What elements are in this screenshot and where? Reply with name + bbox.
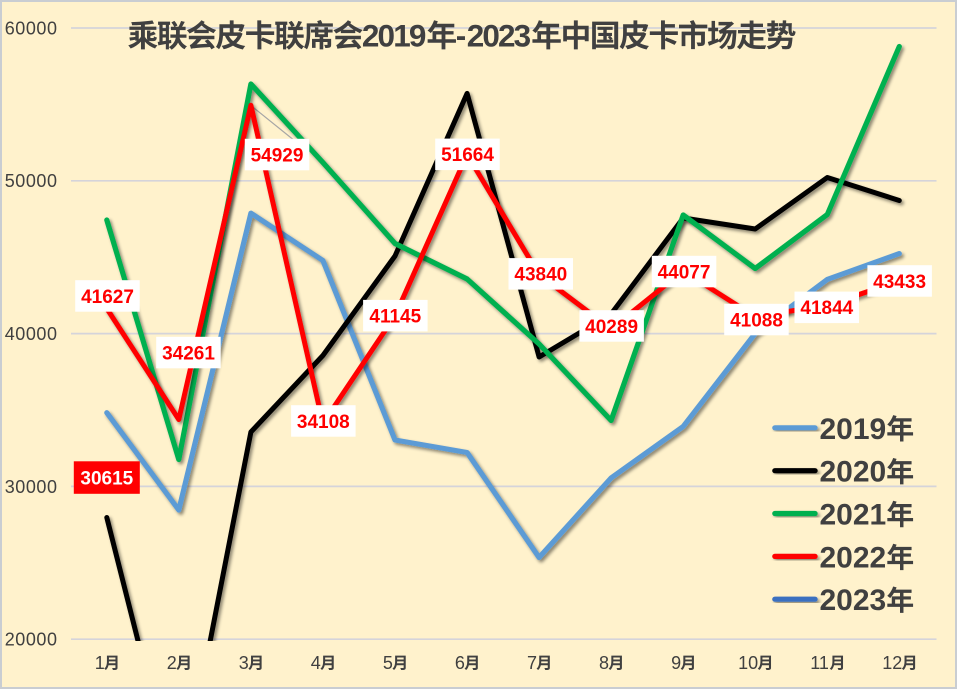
svg-text:40000: 40000 bbox=[5, 324, 57, 344]
svg-text:5: 5 bbox=[383, 653, 393, 673]
svg-text:2020: 2020 bbox=[820, 456, 887, 489]
svg-text:3: 3 bbox=[239, 653, 249, 673]
svg-text:10: 10 bbox=[738, 653, 758, 673]
svg-text:1: 1 bbox=[95, 653, 105, 673]
svg-text:20000: 20000 bbox=[5, 630, 57, 650]
svg-text:2019: 2019 bbox=[362, 18, 427, 54]
svg-text:-: - bbox=[456, 18, 467, 54]
svg-text:7: 7 bbox=[527, 653, 537, 673]
svg-text:51664: 51664 bbox=[441, 145, 494, 166]
svg-text:2023: 2023 bbox=[467, 18, 532, 54]
svg-text:41844: 41844 bbox=[800, 298, 853, 319]
svg-text:43840: 43840 bbox=[514, 265, 567, 286]
svg-text:2021: 2021 bbox=[820, 499, 887, 532]
svg-text:4: 4 bbox=[311, 653, 321, 673]
svg-text:54929: 54929 bbox=[251, 145, 304, 166]
svg-text:41088: 41088 bbox=[730, 310, 783, 331]
svg-text:2: 2 bbox=[167, 653, 177, 673]
svg-text:30615: 30615 bbox=[80, 468, 133, 489]
svg-text:2019: 2019 bbox=[820, 413, 887, 446]
svg-text:34108: 34108 bbox=[297, 412, 350, 433]
svg-text:40289: 40289 bbox=[585, 317, 638, 338]
svg-text:44077: 44077 bbox=[658, 262, 711, 283]
svg-text:43433: 43433 bbox=[873, 272, 926, 293]
svg-text:41627: 41627 bbox=[81, 287, 134, 308]
svg-text:30000: 30000 bbox=[5, 477, 57, 497]
svg-text:60000: 60000 bbox=[5, 18, 57, 38]
svg-text:9: 9 bbox=[671, 653, 681, 673]
svg-text:12: 12 bbox=[882, 653, 902, 673]
svg-text:2022: 2022 bbox=[820, 541, 887, 574]
svg-text:50000: 50000 bbox=[5, 171, 57, 191]
svg-text:8: 8 bbox=[599, 653, 609, 673]
svg-text:34261: 34261 bbox=[162, 343, 215, 364]
svg-text:41145: 41145 bbox=[369, 307, 421, 328]
svg-text:6: 6 bbox=[455, 653, 465, 673]
svg-text:11: 11 bbox=[810, 653, 829, 673]
svg-text:2023: 2023 bbox=[820, 584, 887, 617]
